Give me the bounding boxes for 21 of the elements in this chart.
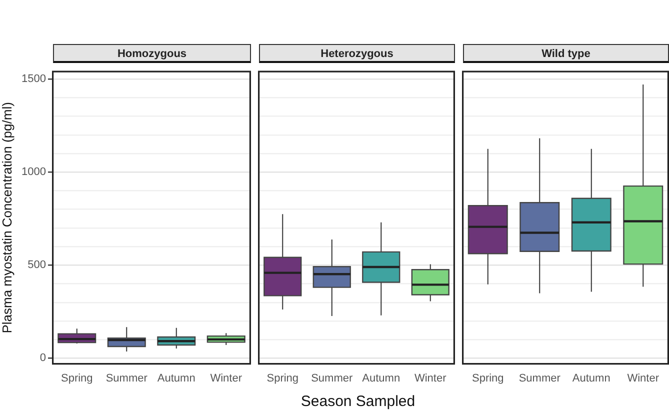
y-tick-label: 0	[40, 352, 46, 364]
x-tick-label: Autumn	[157, 372, 196, 384]
y-axis-title: Plasma myostatin Concentration (pg/ml)	[0, 102, 14, 334]
x-tick-label: Spring	[472, 372, 504, 384]
x-tick-label: Winter	[414, 372, 447, 384]
y-tick-label: 1000	[22, 166, 46, 178]
x-tick-label: Spring	[60, 372, 93, 384]
chart-title: Homozygous	[53, 44, 251, 63]
x-tick-label: Summer	[311, 372, 353, 384]
x-tick-label: Summer	[518, 372, 561, 384]
x-tick-label: Spring	[266, 372, 299, 384]
chart-title: Wild type	[463, 44, 669, 63]
x-tick-label: Winter	[210, 372, 242, 384]
x-tick-label: Summer	[106, 372, 148, 384]
x-tick-label: Autumn	[572, 372, 610, 384]
chart-title: Heterozygous	[259, 44, 455, 63]
y-tick-label: 1500	[22, 73, 46, 86]
y-tick-label: 500	[28, 259, 46, 272]
x-tick-label: Autumn	[362, 372, 400, 384]
x-tick-label: Winter	[627, 372, 660, 384]
x-axis-title: Season Sampled	[300, 393, 416, 410]
